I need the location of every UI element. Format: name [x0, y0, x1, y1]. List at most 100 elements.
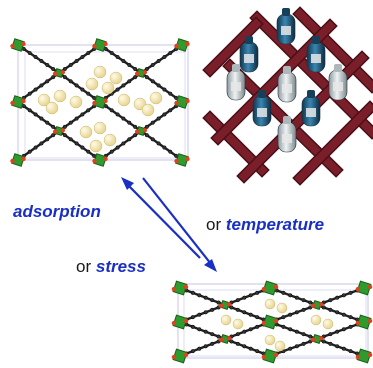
- bottle-label: [257, 108, 267, 117]
- linker-atom: [341, 327, 346, 332]
- guest-molecule: [103, 133, 117, 147]
- bottle-neck: [232, 64, 240, 72]
- linker-atom: [281, 290, 286, 295]
- linker-atom: [27, 50, 32, 56]
- linker-atom: [33, 87, 38, 92]
- linker-atom: [229, 305, 234, 310]
- guest-molecule: [220, 314, 232, 326]
- linker-atom: [294, 329, 299, 334]
- linker-atom: [68, 120, 73, 125]
- linker-atom: [86, 91, 91, 96]
- metal-node: [262, 280, 278, 296]
- linker-atom: [235, 307, 240, 312]
- linker-atom: [328, 298, 333, 303]
- guest-molecule: [37, 93, 51, 107]
- linker-atom: [62, 75, 67, 80]
- stress-label: or stress: [76, 257, 146, 277]
- linker-atom: [168, 50, 173, 56]
- linker-atom: [248, 312, 253, 317]
- linker-atom: [45, 62, 50, 68]
- linker-atom: [62, 133, 67, 138]
- oxygen-atom: [318, 302, 324, 307]
- bottle-neck: [307, 90, 315, 98]
- oxygen-atom: [52, 129, 58, 134]
- guest-molecule: [141, 103, 155, 117]
- linker-atom: [335, 329, 340, 334]
- linker-atom: [45, 79, 50, 84]
- linker-atom: [288, 346, 293, 351]
- linker-atom: [235, 332, 240, 337]
- oxygen-atom: [103, 156, 108, 162]
- linker-atom: [121, 141, 126, 146]
- adsorption-label: adsorption: [13, 202, 101, 222]
- bottle-label: [244, 54, 254, 63]
- guest-molecule: [274, 340, 286, 352]
- oxygen-atom: [92, 43, 97, 49]
- oxygen-atom: [92, 100, 97, 106]
- linker-atom: [308, 334, 313, 339]
- linker-atom: [348, 349, 353, 354]
- linker-atom: [51, 75, 56, 80]
- linker-atom: [109, 50, 114, 56]
- linker-atom: [328, 341, 333, 346]
- linker-atom: [197, 312, 202, 317]
- linker-atom: [127, 62, 132, 68]
- linker-atom: [144, 133, 149, 138]
- linker-atom: [281, 315, 286, 320]
- mof-narrow-pore-framework-icon: [171, 280, 373, 364]
- linker-atom: [62, 66, 67, 72]
- linker-atom: [321, 305, 326, 310]
- oxygen-atom: [171, 320, 177, 326]
- oxygen-atom: [273, 318, 279, 324]
- linker-atom: [197, 293, 202, 298]
- linker-atom: [45, 120, 50, 125]
- oxygen-atom: [355, 320, 361, 326]
- oxygen-atom: [183, 284, 189, 290]
- linker-atom: [341, 312, 346, 317]
- linker-atom: [197, 346, 202, 351]
- linker-atom: [190, 349, 195, 354]
- rack-board: [294, 8, 373, 92]
- rack-board: [251, 12, 373, 138]
- linker-atom: [162, 87, 167, 92]
- or-text-1: or: [206, 215, 222, 234]
- oxygen-atom: [310, 303, 316, 308]
- linker-atom: [168, 108, 173, 113]
- rack-board: [204, 18, 262, 76]
- linker-atom: [39, 83, 44, 88]
- linker-atom: [86, 108, 91, 113]
- linker-atom: [242, 310, 247, 315]
- oxygen-atom: [261, 354, 267, 360]
- linker-atom: [235, 341, 240, 346]
- linker-atom: [255, 324, 260, 329]
- oxygen-atom: [92, 158, 97, 164]
- oxygen-atom: [134, 71, 140, 76]
- linker-atom: [162, 112, 167, 117]
- linker-atom: [133, 124, 138, 129]
- linker-atom: [51, 124, 56, 129]
- linker-atom: [150, 79, 155, 84]
- oxygen-atom: [273, 284, 279, 290]
- linker-atom: [255, 315, 260, 320]
- linker-atom: [255, 349, 260, 354]
- bottle-neck: [334, 64, 342, 72]
- bottle-neck: [245, 36, 253, 44]
- metal-node: [93, 153, 107, 167]
- bottle-label: [306, 108, 316, 117]
- metal-node: [262, 348, 278, 364]
- guest-molecule: [89, 139, 103, 153]
- guest-molecule: [322, 318, 334, 330]
- oxygen-atom: [134, 129, 140, 134]
- linker-atom: [341, 346, 346, 351]
- bottle-label: [281, 26, 291, 35]
- metal-node: [356, 348, 372, 364]
- linker-atom: [156, 83, 161, 88]
- oxygen-atom: [185, 98, 190, 104]
- linker-atom: [162, 145, 167, 150]
- linker-atom: [197, 327, 202, 332]
- guest-molecule: [79, 125, 93, 139]
- linker-atom: [203, 295, 208, 300]
- oxygen-atom: [142, 70, 148, 75]
- linker-atom: [127, 79, 132, 84]
